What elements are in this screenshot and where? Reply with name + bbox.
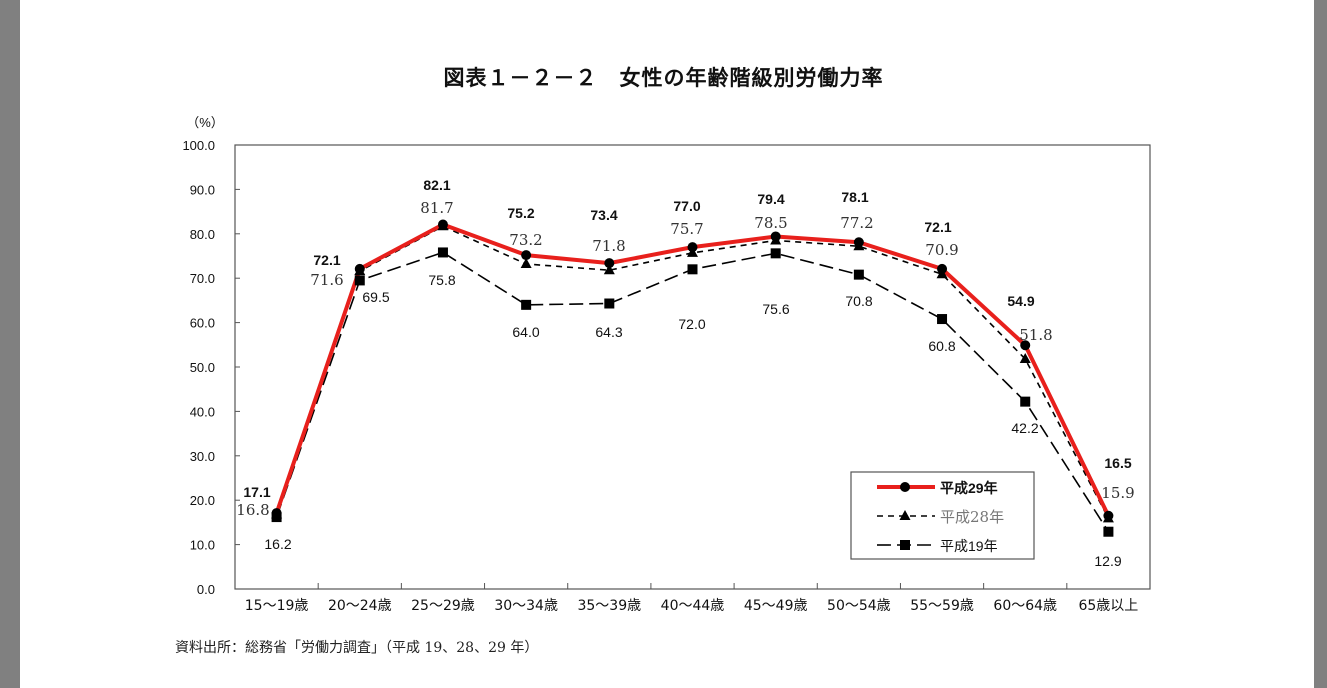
data-label-2-1: 69.5 (362, 289, 389, 305)
legend-marker-1 (899, 510, 911, 520)
data-label-1-4: 71.8 (592, 237, 625, 255)
data-point-2-3 (521, 299, 532, 310)
data-label-0-5: 77.0 (673, 198, 700, 214)
data-point-2-4 (604, 298, 615, 309)
y-tick-label: 0.0 (197, 582, 215, 597)
data-point-2-6 (770, 248, 781, 259)
y-tick-label: 50.0 (190, 360, 215, 375)
data-label-0-7: 78.1 (841, 189, 868, 205)
data-label-1-2: 81.7 (420, 199, 453, 217)
data-label-2-2: 75.8 (428, 272, 455, 288)
data-label-1-6: 78.5 (754, 214, 787, 232)
x-tick-label: 50～54歳 (827, 598, 891, 614)
data-point-2-9 (1020, 396, 1031, 407)
x-tick-label: 55～59歳 (910, 598, 974, 614)
x-tick-label: 60～64歳 (993, 598, 1057, 614)
legend-marker-2 (900, 540, 910, 550)
data-label-1-8: 70.9 (925, 241, 958, 259)
data-label-2-7: 70.8 (845, 293, 872, 309)
source-note: 資料出所：総務省「労働力調査」（平成 19、28、29 年） (175, 640, 539, 656)
y-tick-label: 90.0 (190, 182, 215, 197)
data-point-0-9 (1020, 340, 1031, 351)
data-label-2-8: 60.8 (928, 338, 955, 354)
data-point-0-10 (1103, 510, 1114, 521)
data-label-0-8: 72.1 (924, 219, 951, 235)
data-point-0-5 (687, 242, 698, 253)
data-label-1-9: 51.8 (1019, 326, 1052, 344)
data-point-0-2 (437, 219, 448, 230)
data-label-2-5: 72.0 (678, 316, 705, 332)
y-tick-label: 70.0 (190, 271, 215, 286)
x-tick-label: 25～29歳 (411, 598, 475, 614)
y-tick-label: 80.0 (190, 227, 215, 242)
data-label-0-6: 79.4 (757, 191, 784, 207)
data-point-2-7 (853, 269, 864, 280)
data-label-0-10: 16.5 (1104, 455, 1131, 471)
x-tick-label: 30～34歳 (494, 598, 558, 614)
data-point-2-1 (354, 275, 365, 286)
data-point-0-1 (354, 263, 365, 274)
x-tick-label: 45～49歳 (744, 598, 808, 614)
y-tick-label: 20.0 (190, 493, 215, 508)
y-tick-label: 60.0 (190, 316, 215, 331)
data-label-1-10: 15.9 (1101, 484, 1134, 502)
data-label-0-3: 75.2 (507, 205, 534, 221)
legend-label-2: 平成19年 (940, 538, 998, 554)
data-point-0-0 (271, 508, 282, 519)
x-tick-label: 20～24歳 (328, 598, 392, 614)
x-tick-label: 15～19歳 (245, 598, 309, 614)
legend-label-1: 平成28年 (940, 508, 1004, 526)
data-label-1-1: 71.6 (310, 271, 343, 289)
data-label-1-5: 75.7 (670, 220, 703, 238)
data-label-0-4: 73.4 (590, 207, 617, 223)
data-label-2-0: 16.2 (264, 536, 291, 552)
data-label-2-10: 12.9 (1094, 553, 1121, 569)
y-axis-label: （%） (186, 115, 224, 130)
data-label-0-0: 17.1 (243, 484, 270, 500)
data-label-1-3: 73.2 (509, 231, 542, 249)
data-point-0-8 (937, 263, 948, 274)
data-point-0-7 (853, 237, 864, 248)
data-point-2-5 (687, 264, 698, 275)
y-tick-label: 30.0 (190, 449, 215, 464)
data-point-2-2 (437, 247, 448, 258)
data-point-0-3 (521, 250, 532, 261)
data-label-2-6: 75.6 (762, 301, 789, 317)
data-label-2-4: 64.3 (595, 324, 622, 340)
data-label-1-0: 16.8 (236, 501, 269, 519)
y-tick-label: 40.0 (190, 404, 215, 419)
x-tick-label: 65歳以上 (1078, 598, 1138, 614)
data-label-0-1: 72.1 (313, 252, 340, 268)
y-tick-label: 10.0 (190, 538, 215, 553)
document-page (20, 0, 1314, 688)
data-point-0-4 (604, 258, 615, 269)
legend-marker-0 (900, 482, 910, 492)
chart-title: 図表１－２－２ 女性の年齢階級別労働力率 (443, 66, 884, 90)
y-tick-label: 100.0 (182, 138, 215, 153)
data-label-1-7: 77.2 (840, 214, 873, 232)
data-point-2-8 (937, 314, 948, 325)
data-label-0-2: 82.1 (423, 177, 450, 193)
legend-label-0: 平成29年 (940, 480, 998, 496)
data-point-1-3 (520, 257, 532, 268)
x-tick-label: 35～39歳 (577, 598, 641, 614)
data-label-2-3: 64.0 (512, 324, 539, 340)
data-point-2-10 (1103, 526, 1114, 537)
data-label-0-9: 54.9 (1007, 293, 1034, 309)
data-label-2-9: 42.2 (1011, 420, 1038, 436)
data-point-0-6 (770, 231, 781, 242)
data-point-1-9 (1019, 353, 1031, 364)
data-point-1-4 (603, 264, 615, 275)
x-tick-label: 40～44歳 (661, 598, 725, 614)
